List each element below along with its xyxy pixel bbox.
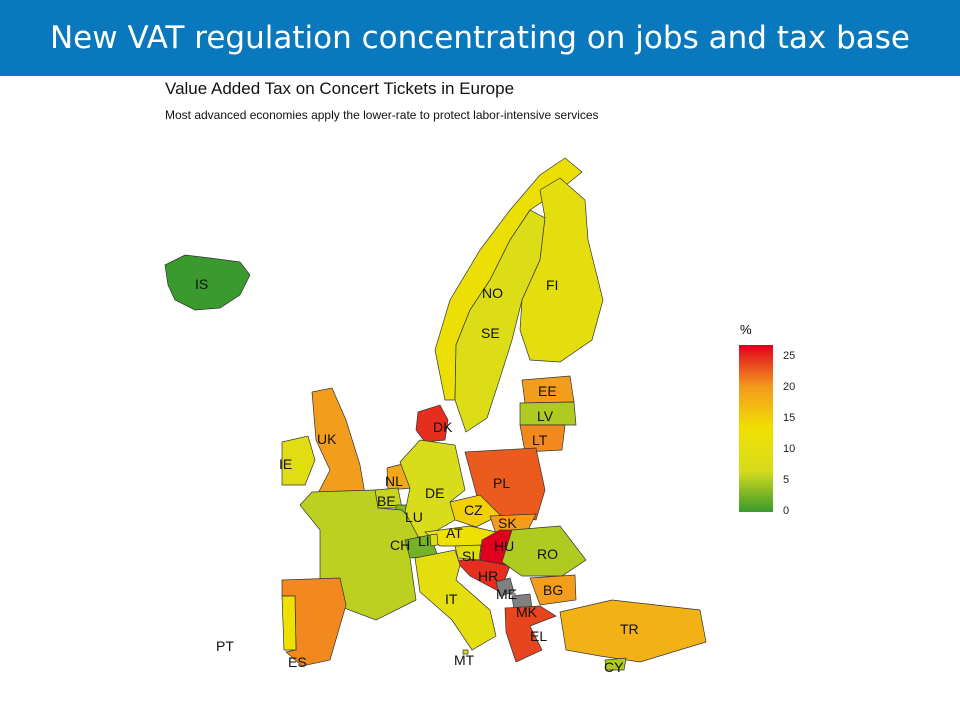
country-PT [281,595,297,651]
country-IS [164,254,251,311]
label-TR: TR [620,621,639,637]
label-CZ: CZ [464,502,483,518]
country-IT [414,549,497,651]
label-LT: LT [532,432,548,448]
label-HR: HR [478,568,498,584]
label-SK: SK [498,515,517,531]
legend-tick-label: 25 [783,350,796,363]
label-CH: CH [390,537,410,553]
country-FI [519,177,604,363]
label-BE: BE [377,493,396,509]
label-DE: DE [425,485,444,501]
label-MT: MT [454,652,475,668]
label-PT: PT [216,638,234,654]
label-BG: BG [543,582,563,598]
label-DK: DK [433,419,453,435]
label-LU: LU [405,509,423,525]
label-SE: SE [481,325,500,341]
country-LT [519,424,566,453]
legend-tick-label: 20 [783,381,796,394]
label-UK: UK [317,431,337,447]
legend-color-bar [739,345,773,512]
legend-title: % [740,322,752,337]
legend-tick-label: 5 [783,474,790,487]
country-ME [495,577,515,597]
country-CZ [449,494,501,528]
country-MT [462,649,469,655]
label-LV: LV [537,408,554,424]
label-IT: IT [445,591,458,607]
label-CY: CY [604,659,624,675]
label-RO: RO [537,546,558,562]
legend-tick-label: 0 [783,505,790,517]
label-NO: NO [482,285,503,301]
country-TR [559,599,707,663]
slide-title: New VAT regulation concentrating on jobs… [49,20,910,56]
country-LV [519,401,577,426]
label-AT: AT [446,525,463,541]
chart-title: Value Added Tax on Concert Tickets in Eu… [165,79,515,98]
legend-tick-label: 10 [783,443,796,456]
label-MK: MK [516,604,538,620]
chart-subtitle: Most advanced economies apply the lower-… [165,108,599,122]
label-ES: ES [288,654,307,670]
label-ME: ME [496,586,517,602]
label-LI: LI [418,533,430,549]
label-EL: EL [530,628,547,644]
country-BG [529,574,577,606]
label-EE: EE [538,383,557,399]
label-PL: PL [493,475,510,491]
label-HU: HU [494,538,514,554]
country-IE [281,435,316,486]
legend-tick-label: 15 [783,412,796,425]
label-NL: NL [385,473,403,489]
label-IE: IE [279,456,292,472]
country-CY [604,657,627,671]
country-EL [504,605,557,663]
country-LI [429,533,439,547]
country-DK [415,404,449,443]
label-IS: IS [195,276,208,292]
label-FI: FI [546,277,558,293]
slide-title-bar: New VAT regulation concentrating on jobs… [0,0,960,76]
label-SI: SI [462,548,475,564]
